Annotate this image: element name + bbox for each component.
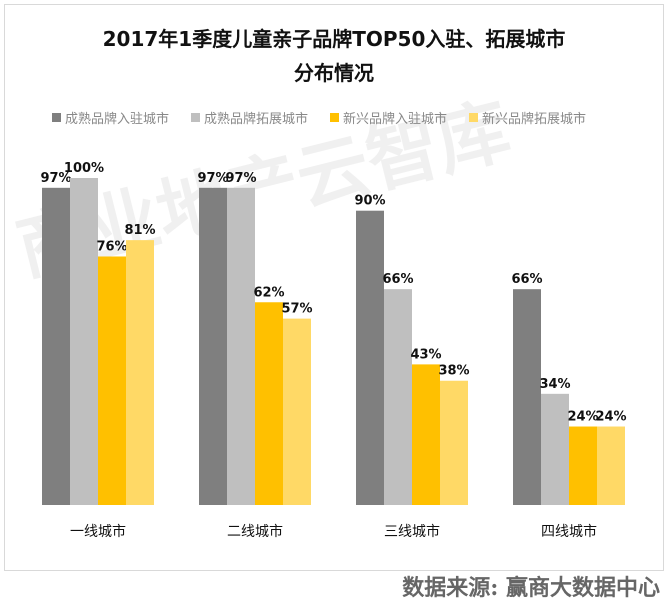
legend-swatch — [191, 113, 201, 122]
legend-swatch — [469, 113, 479, 122]
bar — [513, 289, 541, 505]
bar — [283, 318, 311, 505]
data-label: 81% — [124, 223, 155, 238]
legend-item: 新兴品牌拓展城市 — [469, 108, 586, 127]
bar — [42, 187, 70, 505]
title-line-2: 分布情况 — [294, 61, 374, 85]
data-label: 90% — [354, 194, 385, 209]
x-tick-label: 四线城市 — [541, 523, 597, 540]
chart-title: 2017年1季度儿童亲子品牌TOP50入驻、拓展城市 分布情况 — [0, 22, 668, 90]
bar — [199, 187, 227, 505]
legend-label: 新兴品牌拓展城市 — [482, 112, 587, 127]
legend-item: 成熟品牌拓展城市 — [191, 108, 308, 127]
data-label: 43% — [410, 347, 441, 362]
data-label: 38% — [438, 364, 469, 379]
bar — [227, 187, 255, 505]
legend: 成熟品牌入驻城市 成熟品牌拓展城市 新兴品牌入驻城市 新兴品牌拓展城市 — [52, 108, 586, 127]
data-label: 24% — [567, 410, 598, 425]
bar — [255, 302, 283, 505]
legend-swatch — [52, 113, 61, 122]
legend-item: 成熟品牌入驻城市 — [52, 108, 169, 127]
bar — [356, 210, 384, 505]
bar — [412, 364, 440, 505]
bar — [541, 393, 569, 505]
data-label: 66% — [382, 272, 413, 287]
data-label: 57% — [281, 302, 312, 317]
bar — [440, 380, 468, 505]
legend-label: 新兴品牌入驻城市 — [343, 112, 448, 127]
data-label: 34% — [539, 377, 570, 392]
bar — [98, 256, 126, 505]
data-label: 76% — [96, 239, 127, 254]
bar — [70, 178, 98, 505]
legend-swatch — [330, 113, 340, 122]
legend-label: 成熟品牌入驻城市 — [65, 112, 170, 127]
data-label: 97% — [225, 171, 256, 186]
data-label: 62% — [253, 285, 284, 300]
data-label: 24% — [595, 410, 626, 425]
bar — [126, 240, 154, 505]
bar — [384, 289, 412, 505]
source-note: 数据来源: 赢商大数据中心 — [402, 575, 660, 601]
legend-label: 成熟品牌拓展城市 — [204, 112, 309, 127]
bar — [569, 426, 597, 505]
data-label: 100% — [64, 161, 104, 176]
legend-item: 新兴品牌入驻城市 — [330, 108, 447, 127]
bar — [597, 426, 625, 505]
x-tick-label: 三线城市 — [384, 523, 440, 540]
data-label: 97% — [197, 171, 228, 186]
title-line-1: 2017年1季度儿童亲子品牌TOP50入驻、拓展城市 — [102, 27, 566, 51]
chart-frame — [4, 4, 664, 571]
x-tick-label: 一线城市 — [70, 523, 126, 540]
data-label: 97% — [40, 171, 71, 186]
x-tick-label: 二线城市 — [227, 523, 283, 540]
data-label: 66% — [511, 272, 542, 287]
